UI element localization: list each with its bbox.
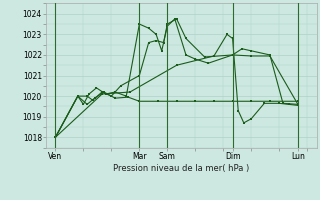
X-axis label: Pression niveau de la mer( hPa ): Pression niveau de la mer( hPa ) <box>113 164 249 173</box>
